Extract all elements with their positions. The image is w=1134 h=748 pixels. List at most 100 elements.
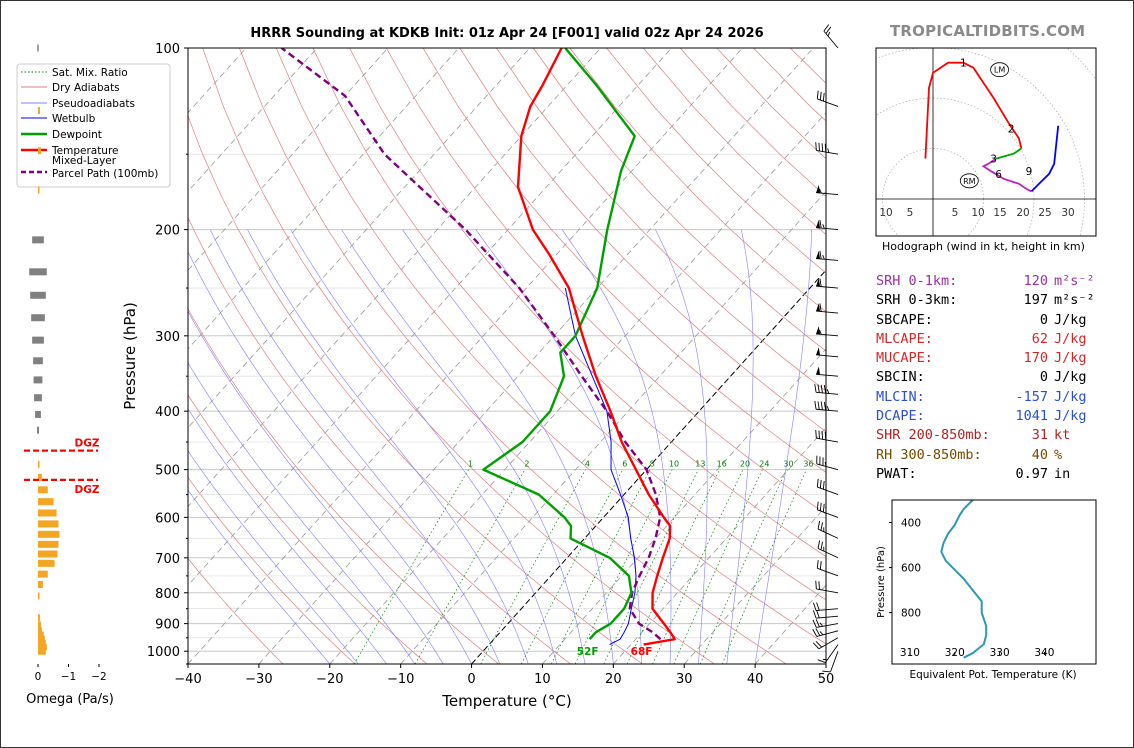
stat-value: 197 — [1023, 292, 1048, 309]
wind-barb — [812, 628, 839, 637]
wind-barb — [816, 219, 839, 231]
y-tick-label: 300 — [155, 330, 180, 345]
chart-title: HRRR Sounding at KDKB Init: 01z Apr 24 [… — [250, 26, 764, 41]
y-tick-label: 100 — [155, 42, 180, 57]
stat-unit: J/kg — [1054, 408, 1087, 425]
theta-frame — [891, 499, 1097, 665]
wind-barb — [812, 637, 839, 650]
moist-adiabat — [188, 450, 359, 664]
y-tick-label: 1000 — [147, 645, 180, 660]
dry-adiabat — [188, 115, 643, 664]
mixing-ratio-line — [673, 469, 763, 664]
stat-value: 31 — [1031, 427, 1048, 444]
omega-bar — [33, 357, 43, 365]
moist-adiabat — [475, 229, 642, 664]
omega-bar — [38, 621, 41, 629]
hodo-height-label: 1 — [960, 58, 967, 70]
dry-adiabat — [422, 48, 826, 473]
mixing-ratio-line — [574, 469, 673, 664]
omega-bar — [32, 236, 44, 244]
stat-unit: kt — [1054, 427, 1071, 444]
moist-adiabat — [188, 489, 331, 664]
wind-barb — [814, 384, 839, 395]
stat-label: MUCAPE: — [876, 350, 933, 367]
theta-x-tick-label: 340 — [1034, 647, 1054, 659]
hodo-tick-label: 15 — [993, 207, 1006, 219]
omega-bar — [38, 540, 59, 548]
surface-temperature-label: 68F — [631, 646, 653, 658]
dry-adiabat — [275, 48, 826, 645]
omega-bar — [34, 394, 42, 402]
dgz-label-bottom: DGZ — [75, 484, 100, 496]
moist-adiabat — [188, 408, 387, 664]
mixing-ratio-label: 2 — [524, 460, 529, 469]
omega-bar — [38, 570, 48, 578]
x-tick-label: 30 — [676, 672, 693, 687]
mixing-ratio-label: 13 — [695, 460, 705, 469]
stat-unit: J/kg — [1054, 350, 1087, 367]
storm-motion-marker — [990, 62, 1009, 78]
skewt-xlabel: Temperature (°C) — [441, 692, 571, 710]
omega-bar — [38, 107, 40, 115]
dry-adiabat — [188, 557, 284, 664]
y-tick-label: 500 — [155, 464, 180, 479]
mixing-ratio-label: 4 — [585, 460, 590, 469]
x-tick-label: 40 — [747, 672, 764, 687]
moist-adiabat — [402, 229, 614, 664]
dry-adiabat — [349, 48, 826, 558]
isotherm — [188, 48, 318, 193]
mixing-ratio-label: 10 — [669, 460, 679, 469]
omega-bar — [31, 314, 45, 322]
isotherm — [188, 48, 531, 429]
stat-value: 170 — [1023, 350, 1048, 367]
isotherm — [188, 48, 389, 271]
wind-barb — [815, 429, 839, 443]
x-tick-label: −40 — [174, 672, 201, 687]
isotherm — [329, 112, 826, 664]
stat-value: 120 — [1023, 273, 1048, 289]
moist-adiabat — [754, 229, 812, 664]
dry-adiabat — [385, 48, 826, 515]
stat-label: PWAT: — [876, 465, 917, 482]
wind-barb — [816, 303, 839, 314]
moist-adiabat — [341, 229, 586, 664]
wind-barb — [816, 278, 839, 289]
stat-unit: in — [1054, 465, 1071, 482]
dry-adiabat — [188, 394, 428, 664]
omega-bar — [38, 592, 40, 600]
moist-adiabat — [209, 229, 501, 664]
trace-mixed-layer-parcel-path-100mb — [280, 48, 662, 641]
stat-unit: J/kg — [1054, 311, 1087, 328]
y-tick-label: 900 — [155, 618, 180, 633]
mixing-ratio-line — [521, 469, 624, 664]
hodo-height-label: 2 — [1008, 123, 1015, 135]
stat-unit: J/kg — [1054, 388, 1087, 405]
theta-x-tick-label: 330 — [990, 647, 1010, 659]
mixing-ratio-label: 16 — [717, 460, 727, 469]
stat-label: SBCIN: — [876, 369, 925, 386]
omega-bar — [38, 559, 55, 567]
omega-bar — [38, 614, 40, 622]
wind-barb — [815, 580, 839, 594]
stat-row: RH 300-850mb: 40% — [876, 446, 1126, 465]
y-tick-label: 700 — [155, 552, 180, 567]
wind-barb — [823, 24, 839, 49]
mixing-ratio-label: 6 — [622, 460, 627, 469]
dry-adiabat — [188, 216, 571, 664]
wind-barb — [816, 560, 839, 577]
moist-adiabat — [247, 229, 529, 664]
legend-entry-3: Pseudoadiabats — [52, 98, 135, 110]
omega-bar — [38, 147, 41, 155]
theta-xlabel: Equivalent Pot. Temperature (K) — [909, 669, 1076, 681]
stat-row: DCAPE: 1041 J/kg — [876, 407, 1126, 426]
stat-row: MLCAPE: 62 J/kg — [876, 330, 1126, 349]
wind-barb — [812, 619, 839, 628]
legend-entry-2: Dry Adiabats — [52, 82, 120, 94]
stat-value: 1041 — [1015, 408, 1048, 425]
wind-barb — [815, 142, 839, 155]
moist-adiabat — [188, 362, 416, 664]
mixing-ratio-label: 24 — [759, 460, 769, 469]
theta-e-trace — [940, 500, 988, 659]
hodo-tick-label: 25 — [1038, 207, 1051, 219]
